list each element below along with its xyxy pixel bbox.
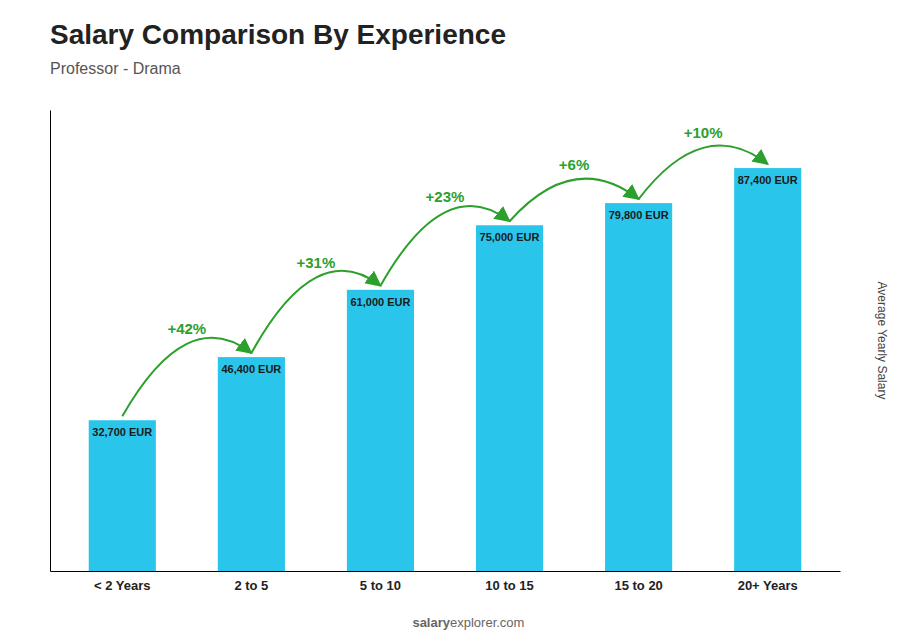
y-axis-title: Average Yearly Salary (875, 282, 889, 400)
growth-arrow (639, 146, 768, 200)
x-tick: 20+ Years (738, 578, 798, 593)
chart: Salary Comparison By Experience Professor… (0, 0, 900, 641)
x-tick-label: 2 to 5 (234, 578, 268, 593)
x-tick-label: 15 to 20 (614, 578, 662, 593)
data-label: 79,800 EUR (609, 209, 669, 221)
annotation: +23% (426, 188, 465, 205)
growth-arrow (122, 338, 251, 416)
bar (347, 290, 414, 571)
data-label: 61,000 EUR (350, 296, 410, 308)
annotation: +10% (684, 124, 723, 141)
bar (734, 168, 801, 571)
x-tick-label: < 2 Years (94, 578, 151, 593)
data-label: 87,400 EUR (738, 174, 798, 186)
bar (605, 203, 672, 571)
data-label: 32,700 EUR (92, 426, 152, 438)
x-tick-label: 20+ Years (738, 578, 798, 593)
x-tick-label: 5 to 10 (360, 578, 401, 593)
data-label: 75,000 EUR (480, 231, 540, 243)
annotations: +42% +31% +23% +6% +10% (122, 124, 767, 416)
bar (89, 420, 156, 571)
data-label: 46,400 EUR (221, 363, 281, 375)
y-axis-line (50, 111, 51, 572)
data-labels: 32,700 EUR 46,400 EUR 61,000 EUR 75,000 EUR… (92, 174, 797, 438)
watermark: explorer.com (450, 615, 524, 630)
watermark: salary (412, 615, 450, 630)
growth-arrow (510, 179, 639, 222)
growth-arrow (380, 206, 509, 286)
title: Salary Comparison By Experience (50, 19, 506, 50)
plot-area: < 2 Years 2 to 5 5 to 10 10 to 15 15 to 20 20… (51, 111, 841, 594)
subtitle: Professor - Drama (50, 60, 181, 77)
x-tick: 10 to 15 (485, 578, 533, 593)
annotation: +31% (297, 254, 336, 271)
bars (89, 168, 802, 571)
annotation: +6% (559, 156, 589, 173)
x-axis: < 2 Years 2 to 5 5 to 10 10 to 15 15 to 20 20… (51, 572, 841, 594)
x-tick: 5 to 10 (360, 578, 401, 593)
x-tick: 15 to 20 (614, 578, 662, 593)
bar (476, 225, 543, 571)
x-tick: < 2 Years (94, 578, 151, 593)
y-axis (50, 111, 51, 572)
x-tick-label: 10 to 15 (485, 578, 533, 593)
bar (218, 357, 285, 571)
growth-arrow (251, 271, 380, 353)
annotation: +42% (167, 320, 206, 337)
x-axis-line (51, 571, 841, 572)
x-tick: 2 to 5 (234, 578, 268, 593)
